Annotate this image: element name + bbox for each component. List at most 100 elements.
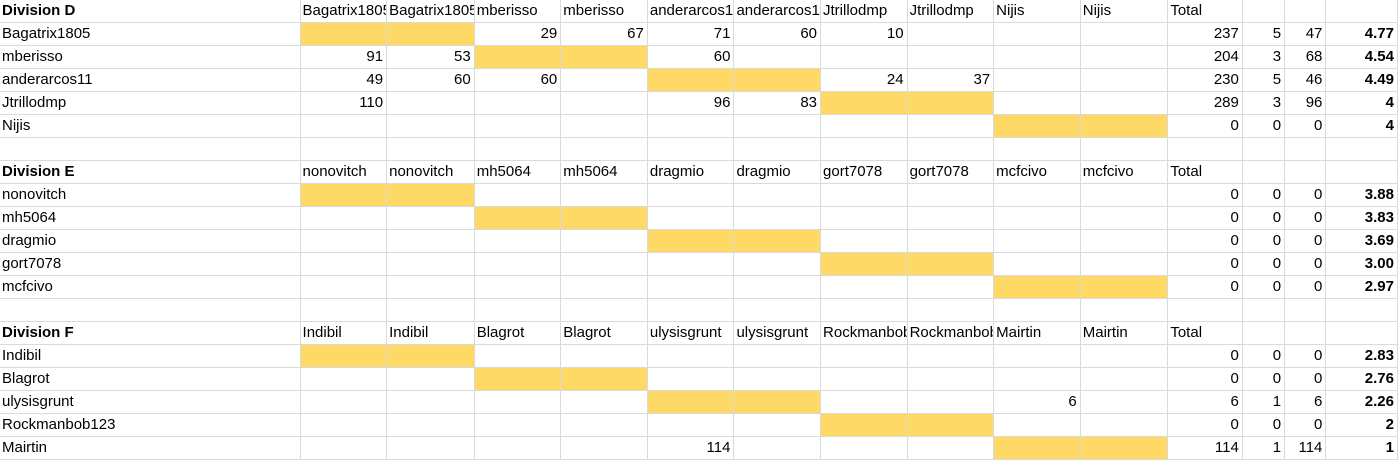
sheet-cell[interactable]: gort7078 (907, 160, 995, 184)
sheet-cell[interactable] (386, 367, 475, 391)
sheet-cell[interactable] (1242, 160, 1286, 184)
sheet-cell[interactable] (820, 206, 908, 230)
sheet-cell[interactable] (386, 298, 475, 322)
sheet-cell[interactable]: 0 (1167, 252, 1243, 276)
sheet-cell[interactable] (647, 183, 735, 207)
sheet-cell[interactable] (1242, 298, 1286, 322)
sheet-cell[interactable]: Total (1167, 0, 1243, 23)
sheet-cell[interactable]: ulysisgrunt (0, 390, 301, 414)
sheet-cell[interactable]: Division D (0, 0, 301, 23)
sheet-cell[interactable]: 3.83 (1325, 206, 1398, 230)
sheet-cell[interactable] (1080, 183, 1169, 207)
sheet-cell[interactable] (474, 298, 562, 322)
sheet-cell[interactable] (386, 229, 475, 253)
sheet-cell[interactable]: nonovitch (300, 160, 388, 184)
sheet-cell[interactable]: 0 (1242, 206, 1286, 230)
sheet-cell[interactable] (993, 183, 1081, 207)
sheet-cell[interactable] (1080, 137, 1169, 161)
sheet-cell[interactable]: 96 (647, 91, 735, 115)
sheet-cell[interactable]: 230 (1167, 68, 1243, 92)
sheet-cell[interactable] (386, 436, 475, 460)
sheet-cell[interactable] (820, 367, 908, 391)
sheet-cell[interactable] (993, 275, 1081, 299)
sheet-cell[interactable]: 3.69 (1325, 229, 1398, 253)
sheet-cell[interactable] (474, 344, 562, 368)
sheet-cell[interactable] (474, 91, 562, 115)
sheet-cell[interactable] (300, 436, 388, 460)
sheet-cell[interactable] (386, 206, 475, 230)
sheet-cell[interactable] (474, 275, 562, 299)
sheet-cell[interactable] (474, 252, 562, 276)
sheet-cell[interactable]: 0 (1167, 229, 1243, 253)
sheet-cell[interactable] (733, 413, 822, 437)
sheet-cell[interactable]: 2.97 (1325, 275, 1398, 299)
sheet-cell[interactable] (300, 137, 388, 161)
sheet-cell[interactable] (474, 229, 562, 253)
sheet-cell[interactable] (1325, 0, 1398, 23)
sheet-cell[interactable]: 83 (733, 91, 822, 115)
sheet-cell[interactable]: Rockmanbob123 (907, 321, 995, 345)
sheet-cell[interactable] (386, 183, 475, 207)
sheet-cell[interactable]: 4.49 (1325, 68, 1398, 92)
sheet-cell[interactable] (993, 68, 1081, 92)
sheet-cell[interactable]: 0 (1284, 114, 1327, 138)
sheet-cell[interactable]: Rockmanbob123 (0, 413, 301, 437)
sheet-cell[interactable] (0, 137, 301, 161)
sheet-cell[interactable]: 3.88 (1325, 183, 1398, 207)
sheet-cell[interactable]: Division F (0, 321, 301, 345)
sheet-cell[interactable] (1284, 0, 1327, 23)
sheet-cell[interactable]: 0 (1242, 344, 1286, 368)
sheet-cell[interactable] (993, 436, 1081, 460)
sheet-cell[interactable]: 0 (1284, 206, 1327, 230)
sheet-cell[interactable] (993, 22, 1081, 46)
sheet-cell[interactable]: 3 (1242, 45, 1286, 69)
sheet-cell[interactable] (820, 183, 908, 207)
sheet-cell[interactable] (993, 206, 1081, 230)
sheet-cell[interactable]: mberisso (560, 0, 648, 23)
sheet-cell[interactable]: 0 (1284, 252, 1327, 276)
sheet-cell[interactable] (1080, 413, 1169, 437)
sheet-cell[interactable] (820, 252, 908, 276)
sheet-cell[interactable]: Indibil (386, 321, 475, 345)
sheet-cell[interactable]: Mairtin (1080, 321, 1169, 345)
sheet-cell[interactable] (993, 229, 1081, 253)
sheet-cell[interactable]: Mairtin (0, 436, 301, 460)
sheet-cell[interactable]: 237 (1167, 22, 1243, 46)
sheet-cell[interactable] (733, 436, 822, 460)
sheet-cell[interactable] (386, 22, 475, 46)
sheet-cell[interactable]: 0 (1284, 229, 1327, 253)
sheet-cell[interactable] (647, 298, 735, 322)
sheet-cell[interactable]: 2.76 (1325, 367, 1398, 391)
sheet-cell[interactable] (1325, 160, 1398, 184)
sheet-cell[interactable] (733, 183, 822, 207)
sheet-cell[interactable] (1080, 390, 1169, 414)
sheet-cell[interactable] (647, 252, 735, 276)
sheet-cell[interactable]: Blagrot (560, 321, 648, 345)
sheet-cell[interactable] (1080, 344, 1169, 368)
sheet-cell[interactable] (386, 252, 475, 276)
sheet-cell[interactable] (1080, 68, 1169, 92)
sheet-cell[interactable] (300, 367, 388, 391)
sheet-cell[interactable] (647, 206, 735, 230)
sheet-cell[interactable]: 0 (1167, 344, 1243, 368)
sheet-cell[interactable]: nonovitch (386, 160, 475, 184)
sheet-cell[interactable] (1080, 91, 1169, 115)
sheet-cell[interactable]: 91 (300, 45, 388, 69)
sheet-cell[interactable] (647, 137, 735, 161)
sheet-cell[interactable]: 0 (1167, 114, 1243, 138)
sheet-cell[interactable]: 4.54 (1325, 45, 1398, 69)
sheet-cell[interactable]: 6 (1167, 390, 1243, 414)
sheet-cell[interactable]: 96 (1284, 91, 1327, 115)
sheet-cell[interactable]: mh5064 (560, 160, 648, 184)
sheet-cell[interactable]: Nijis (0, 114, 301, 138)
sheet-cell[interactable] (907, 275, 995, 299)
sheet-cell[interactable]: Indibil (300, 321, 388, 345)
sheet-cell[interactable]: 110 (300, 91, 388, 115)
sheet-cell[interactable]: gort7078 (0, 252, 301, 276)
sheet-cell[interactable] (993, 137, 1081, 161)
sheet-cell[interactable] (474, 413, 562, 437)
sheet-cell[interactable] (1080, 45, 1169, 69)
sheet-cell[interactable]: 114 (1167, 436, 1243, 460)
sheet-cell[interactable] (300, 114, 388, 138)
sheet-cell[interactable]: 204 (1167, 45, 1243, 69)
